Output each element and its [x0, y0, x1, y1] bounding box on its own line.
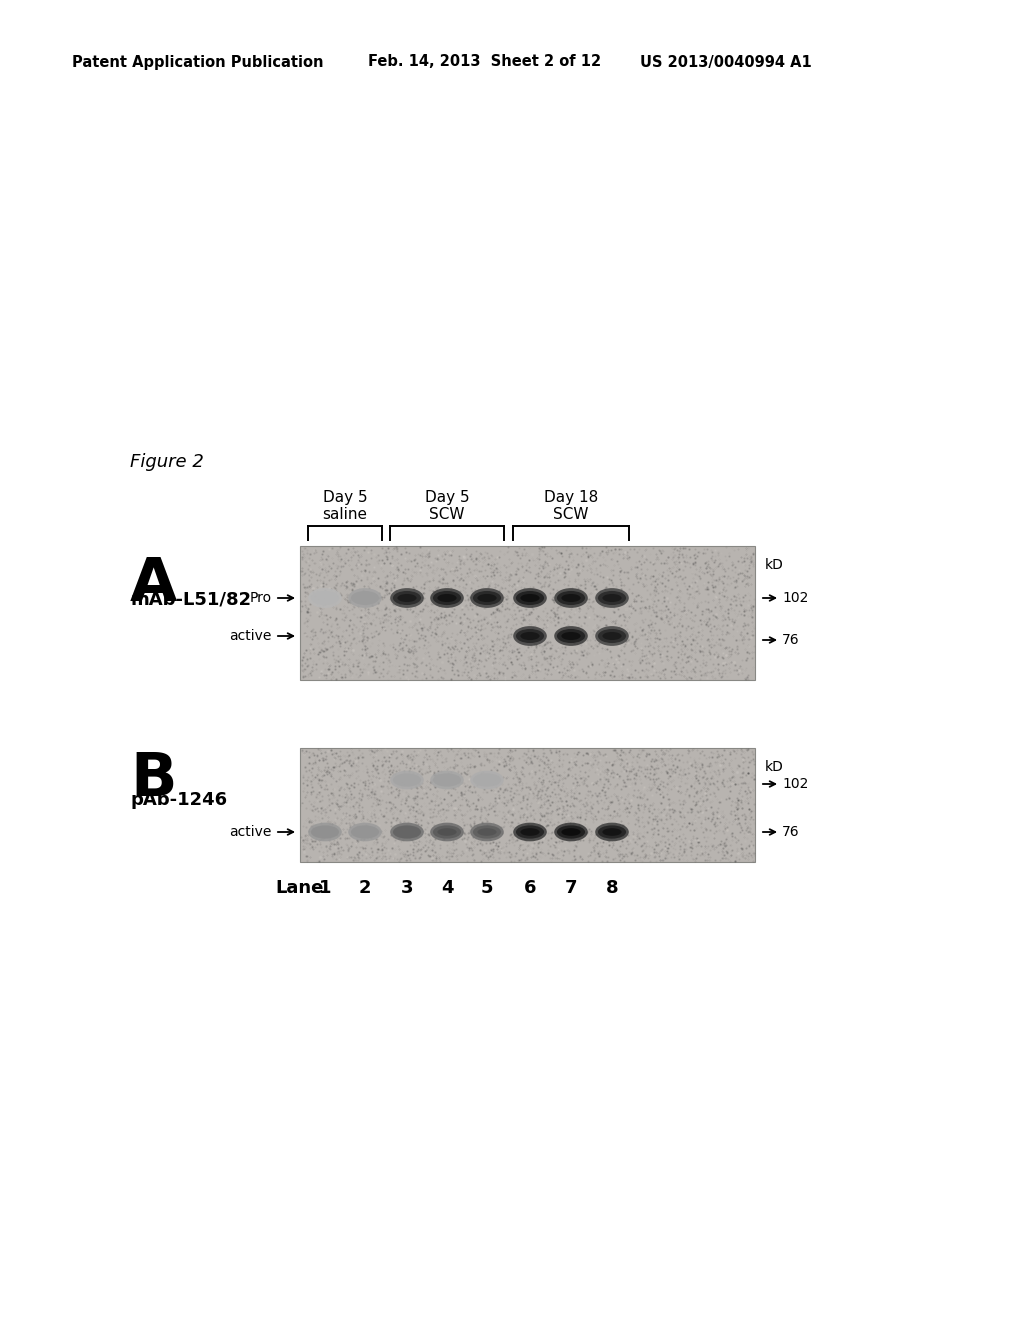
Ellipse shape — [390, 589, 424, 609]
Ellipse shape — [430, 589, 464, 609]
Ellipse shape — [308, 822, 342, 841]
Text: 8: 8 — [605, 879, 618, 898]
Ellipse shape — [602, 594, 622, 602]
Text: Day 18
SCW: Day 18 SCW — [544, 490, 598, 521]
Ellipse shape — [602, 632, 622, 640]
Text: kD: kD — [765, 558, 784, 572]
Ellipse shape — [470, 822, 504, 841]
Ellipse shape — [595, 822, 629, 841]
Text: Day 5
saline: Day 5 saline — [323, 490, 368, 521]
Text: kD: kD — [765, 760, 784, 774]
Text: 7: 7 — [565, 879, 578, 898]
Ellipse shape — [308, 589, 342, 609]
Text: 1: 1 — [318, 879, 331, 898]
Text: 5: 5 — [480, 879, 494, 898]
Ellipse shape — [433, 774, 461, 787]
Bar — [300, 546, 755, 680]
Text: 76: 76 — [782, 825, 800, 840]
Ellipse shape — [390, 822, 424, 841]
Ellipse shape — [557, 825, 585, 838]
Ellipse shape — [311, 591, 339, 605]
Ellipse shape — [554, 589, 588, 609]
Ellipse shape — [557, 630, 585, 643]
Text: pAb-1246: pAb-1246 — [130, 791, 227, 809]
Ellipse shape — [433, 591, 461, 605]
Ellipse shape — [393, 774, 421, 787]
Ellipse shape — [477, 594, 497, 602]
Ellipse shape — [602, 828, 622, 836]
Text: US 2013/0040994 A1: US 2013/0040994 A1 — [640, 54, 812, 70]
Text: 76: 76 — [782, 634, 800, 647]
Ellipse shape — [393, 591, 421, 605]
Ellipse shape — [470, 771, 504, 789]
Ellipse shape — [397, 594, 417, 602]
Text: 102: 102 — [782, 777, 808, 791]
Ellipse shape — [520, 632, 540, 640]
Ellipse shape — [516, 630, 544, 643]
Text: Day 5
SCW: Day 5 SCW — [425, 490, 469, 521]
Ellipse shape — [351, 591, 379, 605]
Ellipse shape — [554, 626, 588, 645]
Text: 2: 2 — [358, 879, 372, 898]
Ellipse shape — [561, 828, 581, 836]
Ellipse shape — [393, 825, 421, 838]
Ellipse shape — [473, 774, 501, 787]
Ellipse shape — [430, 771, 464, 789]
Ellipse shape — [390, 771, 424, 789]
Ellipse shape — [348, 589, 382, 609]
Ellipse shape — [351, 825, 379, 838]
Ellipse shape — [311, 825, 339, 838]
Ellipse shape — [598, 591, 626, 605]
Ellipse shape — [437, 594, 457, 602]
Ellipse shape — [516, 591, 544, 605]
Ellipse shape — [520, 594, 540, 602]
Ellipse shape — [561, 594, 581, 602]
Ellipse shape — [470, 589, 504, 609]
Ellipse shape — [430, 822, 464, 841]
Ellipse shape — [477, 828, 497, 836]
Ellipse shape — [433, 825, 461, 838]
Bar — [300, 748, 755, 862]
Ellipse shape — [554, 822, 588, 841]
Ellipse shape — [520, 828, 540, 836]
Ellipse shape — [513, 822, 547, 841]
Text: 3: 3 — [400, 879, 414, 898]
Text: B: B — [130, 750, 176, 809]
Text: mAb-L51/82: mAb-L51/82 — [130, 591, 251, 609]
Text: active: active — [229, 825, 272, 840]
Text: Feb. 14, 2013  Sheet 2 of 12: Feb. 14, 2013 Sheet 2 of 12 — [368, 54, 601, 70]
Text: 6: 6 — [523, 879, 537, 898]
Text: active: active — [229, 630, 272, 643]
Ellipse shape — [595, 589, 629, 609]
Text: 102: 102 — [782, 591, 808, 605]
Text: A: A — [130, 554, 177, 614]
Ellipse shape — [473, 825, 501, 838]
Ellipse shape — [595, 626, 629, 645]
Ellipse shape — [513, 589, 547, 609]
Text: Patent Application Publication: Patent Application Publication — [72, 54, 324, 70]
Ellipse shape — [598, 825, 626, 838]
Ellipse shape — [437, 828, 457, 836]
Text: Lane: Lane — [275, 879, 324, 898]
Ellipse shape — [557, 591, 585, 605]
Ellipse shape — [516, 825, 544, 838]
Text: Pro: Pro — [250, 591, 272, 605]
Ellipse shape — [348, 822, 382, 841]
Ellipse shape — [473, 591, 501, 605]
Ellipse shape — [598, 630, 626, 643]
Ellipse shape — [513, 626, 547, 645]
Text: Figure 2: Figure 2 — [130, 453, 204, 471]
Ellipse shape — [561, 632, 581, 640]
Text: 4: 4 — [440, 879, 454, 898]
